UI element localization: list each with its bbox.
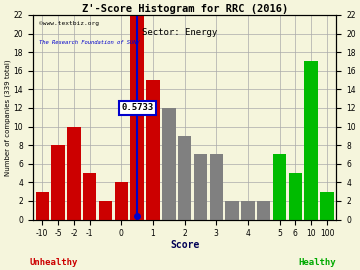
Bar (130, 15, 144, 220)
Bar (210, 154, 223, 220)
Bar (241, 201, 255, 220)
Bar (257, 201, 270, 220)
Text: Sector: Energy: Sector: Energy (142, 28, 218, 37)
X-axis label: Score: Score (170, 240, 199, 250)
Bar (289, 173, 302, 220)
Title: Z'-Score Histogram for RRC (2016): Z'-Score Histogram for RRC (2016) (81, 4, 288, 14)
Bar (305, 62, 318, 220)
Bar (162, 108, 176, 220)
Bar (67, 127, 81, 220)
Text: Unhealthy: Unhealthy (30, 258, 78, 267)
Text: ©www.textbiz.org: ©www.textbiz.org (39, 21, 99, 26)
Text: Healthy: Healthy (298, 258, 336, 267)
Bar (146, 80, 160, 220)
Bar (114, 182, 128, 220)
Bar (225, 201, 239, 220)
Bar (320, 192, 334, 220)
Y-axis label: Number of companies (339 total): Number of companies (339 total) (4, 59, 11, 176)
Text: 0.5733: 0.5733 (121, 103, 153, 112)
Text: The Research Foundation of SUNY: The Research Foundation of SUNY (39, 39, 140, 45)
Bar (194, 154, 207, 220)
Bar (51, 145, 65, 220)
Bar (83, 173, 96, 220)
Bar (36, 192, 49, 220)
Bar (178, 136, 192, 220)
Bar (273, 154, 286, 220)
Bar (99, 201, 112, 220)
